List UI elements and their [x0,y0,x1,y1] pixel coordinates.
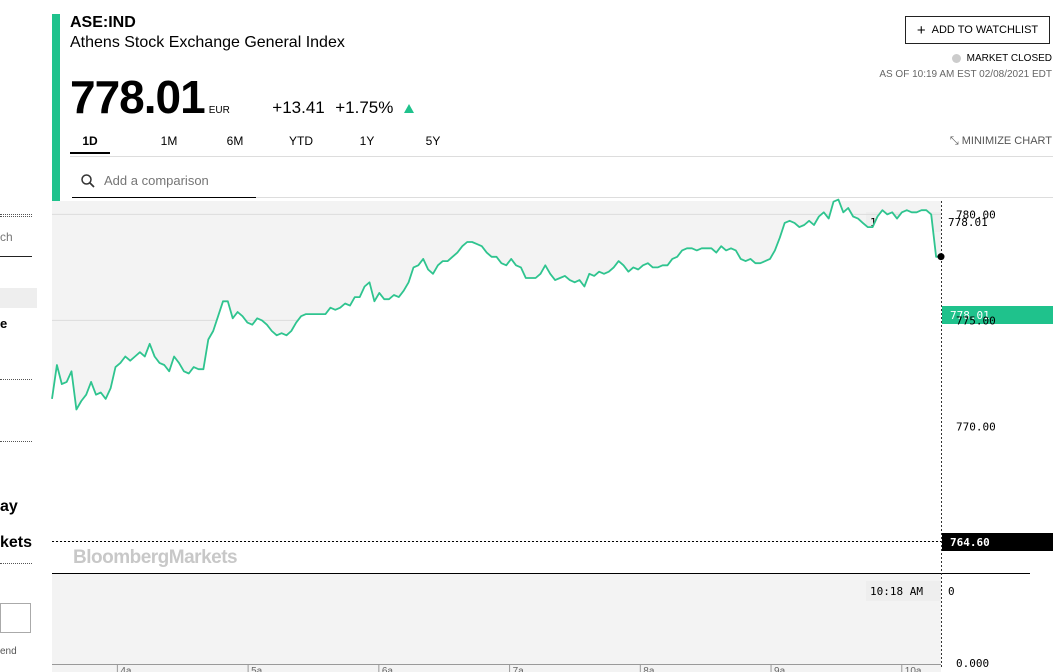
plus-icon: + [916,21,926,39]
minimize-chart-button[interactable]: ⤡ MINIMIZE CHART [950,135,1052,148]
x-tick-label: 6a [382,666,394,672]
add-to-watchlist-label: ADD TO WATCHLIST [931,24,1039,36]
divider [0,256,32,257]
volume-time-box [866,581,941,601]
price-area [52,199,941,541]
x-tick-label: 8a [643,666,655,672]
left-input[interactable] [0,603,31,633]
price-change-percent: +1.75% [335,98,394,117]
divider [0,214,32,215]
minimize-icon: ⤡ [949,135,959,147]
crosshair-value: 778.01 [948,216,988,229]
divider [0,441,32,442]
left-fragment: ch [0,230,13,244]
left-highlight [0,288,37,308]
volume-area-background [52,574,941,672]
tab-1y[interactable]: 1Y [359,134,375,148]
last-value-box [942,306,1053,324]
up-arrow-icon [403,104,414,113]
price-line [51,198,942,411]
volume-crosshair-time: 10:18 AM [870,585,923,598]
x-tick-label: 4a [120,666,132,672]
divider [256,197,1053,198]
tab-ytd[interactable]: YTD [289,134,313,148]
price-change: +13.41 [272,98,325,117]
tab-6m[interactable]: 6M [226,134,244,148]
search-icon [81,173,95,188]
add-to-watchlist-button[interactable]: + ADD TO WATCHLIST [905,16,1050,44]
x-tick-label: 10a [905,666,922,672]
index-name: Athens Stock Exchange General Index [70,34,345,51]
market-status: MARKET CLOSED [951,53,1052,64]
currency: EUR [208,105,230,116]
market-status-label: MARKET CLOSED [966,53,1052,64]
left-fragment: end [0,646,17,657]
x-tick-label: 5a [251,666,263,672]
divider [0,563,32,564]
comparison-input[interactable] [102,172,256,189]
volume-crosshair-value: 0 [948,585,955,598]
left-fragment: ay [0,498,18,515]
left-panel: ch e ay kets end [0,0,52,672]
tab-1m[interactable]: 1M [160,134,178,148]
timeframe-tabs: 1D 1M 6M YTD 1Y 5Y [70,134,466,154]
x-tick-label: 7a [513,666,525,672]
price-row: 778.01 EUR +13.41 +1.75% [70,70,414,124]
last-value-label: 778.01 [950,309,990,322]
x-tick-label: 9a [774,666,786,672]
volume-axis-label: 0.000 [956,657,989,670]
divider [70,156,1053,157]
status-dot-icon [951,54,961,63]
comparison-search[interactable] [72,164,256,198]
previous-close-box [942,533,1053,551]
as-of-timestamp: AS OF 10:19 AM EST 02/08/2021 EDT [879,69,1052,80]
previous-close-label: 764.60 [950,536,990,549]
y-tick-label: 775.00 [956,314,996,327]
ticker-symbol: ASE:IND [70,14,136,31]
left-fragment: kets [0,534,33,551]
minimize-chart-label: MINIMIZE CHART [961,135,1052,147]
last-point-marker [937,253,945,261]
tab-5y[interactable]: 5Y [425,134,441,148]
y-tick-label: 770.00 [956,420,996,433]
tab-1d[interactable]: 1D [70,134,110,154]
price-value: 778.01 [70,71,206,123]
divider [0,379,32,380]
watermark: BloombergMarkets [73,547,237,568]
divider [0,216,32,217]
left-fragment: e [0,316,8,331]
quote-header: ASE:IND Athens Stock Exchange General In… [70,14,345,52]
y-tick-label: 780.00 [956,208,996,221]
